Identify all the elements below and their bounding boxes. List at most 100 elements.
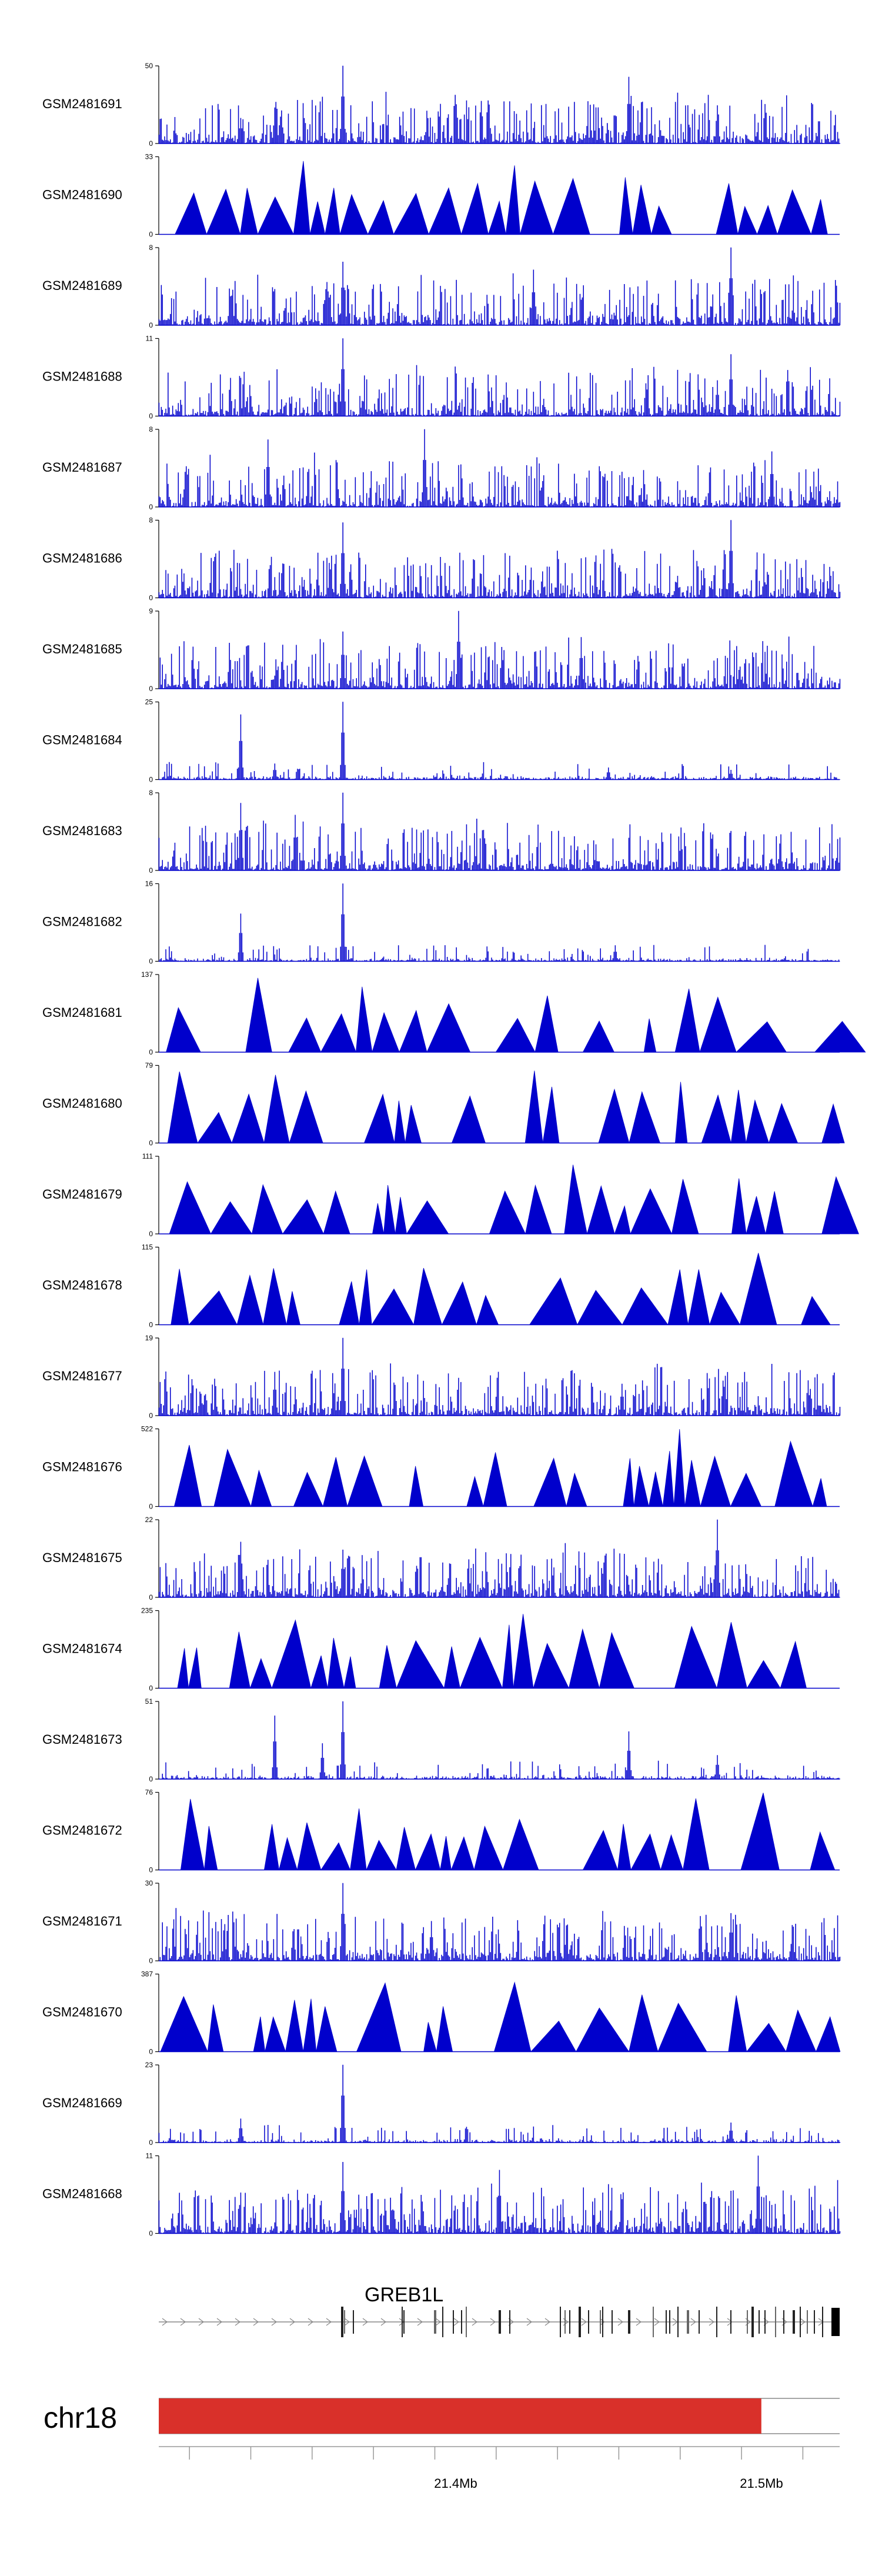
coverage-triangle [396, 1640, 445, 1689]
signal-area [158, 1337, 841, 1416]
coverage-triangle [320, 1013, 356, 1053]
y-axis-zero-label: 0 [149, 594, 153, 602]
ideogram-highlight [159, 2398, 761, 2434]
y-axis-zero-label: 0 [149, 1957, 153, 1965]
coverage-triangle [203, 1826, 218, 1870]
signal-area [158, 1519, 841, 1598]
y-axis-zero-label: 0 [149, 1593, 153, 1601]
strand-arrow [654, 2318, 660, 2326]
track-GSM2481685: GSM2481685 9 0 [42, 607, 841, 693]
coverage-triangle [236, 1274, 264, 1325]
signal-area [158, 883, 840, 962]
signal-area [158, 520, 841, 598]
coverage-triangle [674, 1626, 717, 1689]
coverage-triangle [701, 1094, 731, 1143]
coverage-triangle [617, 1824, 632, 1870]
coverage-triangle [278, 1837, 298, 1870]
coverage-triangle [323, 1190, 350, 1234]
coverage-triangle [730, 1090, 747, 1143]
coverage-triangle [489, 1190, 526, 1234]
gene-exon [669, 2310, 670, 2334]
coverage-triangle [687, 1269, 710, 1325]
strand-arrow [198, 2318, 204, 2326]
gene-exon [602, 2307, 603, 2337]
coverage-triangle [257, 196, 294, 235]
signal-area [158, 2064, 841, 2143]
signal-area [158, 702, 841, 780]
track-label: GSM2481673 [42, 1732, 122, 1747]
y-axis-zero-label: 0 [149, 776, 153, 784]
coverage-triangle [171, 1269, 189, 1325]
y-axis-max-label: 76 [145, 1788, 153, 1797]
coverage-triangle [395, 1197, 407, 1234]
coverage-triangle [320, 1842, 351, 1870]
signal-area [158, 65, 841, 144]
coverage-triangle [728, 1995, 747, 2052]
strand-arrow [800, 2318, 806, 2326]
signal-area [158, 1883, 841, 1961]
coverage-triangle [415, 1833, 441, 1870]
track-GSM2481672: GSM2481672 76 0 [42, 1788, 840, 1874]
axis-tick-label-21.4Mb: 21.4Mb [434, 2476, 477, 2491]
y-axis-max-label: 23 [145, 2061, 153, 2069]
coverage-triangle [740, 1793, 780, 1870]
track-GSM2481690: GSM2481690 33 0 [42, 153, 840, 239]
strand-arrow [617, 2318, 623, 2326]
track-GSM2481677: GSM2481677 19 0 [42, 1334, 841, 1420]
y-axis-max-label: 30 [145, 1879, 153, 1887]
strand-arrow [490, 2318, 496, 2326]
gene-exon [466, 2307, 467, 2337]
gene-exon [793, 2310, 795, 2334]
signal-GSM2481689 [158, 247, 841, 326]
coverage-triangle [197, 1112, 232, 1143]
coverage-triangle [821, 1103, 845, 1143]
coverage-triangle [309, 201, 326, 235]
track-GSM2481681: GSM2481681 137 0 [42, 970, 866, 1056]
coverage-triangle [622, 1287, 669, 1325]
coverage-triangle [667, 1269, 689, 1325]
y-axis-zero-label: 0 [149, 412, 153, 421]
coverage-triangle [367, 199, 394, 235]
coverage-triangle [436, 2006, 453, 2052]
strand-arrow [344, 2318, 350, 2326]
coverage-triangle [413, 1267, 443, 1325]
coverage-triangle [265, 2016, 286, 2052]
coverage-triangle [282, 1199, 324, 1234]
coverage-triangle [253, 2016, 266, 2052]
signal-GSM2481682 [158, 883, 840, 962]
track-label: GSM2481689 [42, 278, 122, 293]
coverage-triangle [683, 1798, 710, 1870]
strand-arrow [709, 2318, 714, 2326]
coverage-triangle [814, 1020, 866, 1053]
coverage-triangle [586, 1185, 615, 1234]
strand-arrow [472, 2318, 477, 2326]
strand-arrow [690, 2318, 696, 2326]
coverage-triangle [716, 183, 739, 235]
coverage-triangle [777, 189, 812, 235]
y-axis-max-label: 79 [145, 1062, 153, 1070]
coverage-triangle [180, 1798, 205, 1870]
y-axis-zero-label: 0 [149, 1503, 153, 1511]
coverage-triangle [525, 1184, 552, 1234]
signal-GSM2481686 [158, 520, 841, 598]
track-GSM2481676: GSM2481676 522 0 [42, 1425, 840, 1511]
coverage-triangle [674, 989, 700, 1053]
signal-GSM2481668 [158, 2155, 841, 2234]
coverage-triangle [339, 1281, 360, 1325]
coverage-triangle [513, 1614, 534, 1689]
track-label: GSM2481676 [42, 1460, 122, 1474]
track-GSM2481678: GSM2481678 115 0 [42, 1243, 840, 1329]
gene-exon [775, 2307, 776, 2337]
coverage-triangle [240, 188, 258, 235]
track-GSM2481689: GSM2481689 8 0 [42, 243, 841, 329]
gene-exon [822, 2307, 823, 2337]
strand-arrow [162, 2318, 168, 2326]
coverage-triangle [379, 1645, 397, 1689]
y-axis-zero-label: 0 [149, 866, 153, 875]
y-axis-max-label: 8 [149, 243, 153, 252]
gene-exon [800, 2307, 801, 2337]
coverage-triangle [285, 2000, 304, 2052]
coverage-triangle [746, 1099, 770, 1143]
gene-exon [434, 2310, 436, 2334]
